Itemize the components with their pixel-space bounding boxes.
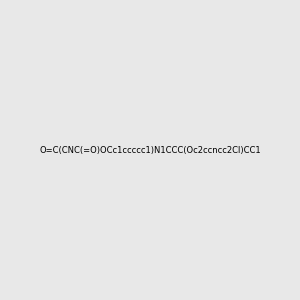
Text: O=C(CNC(=O)OCc1ccccc1)N1CCC(Oc2ccncc2Cl)CC1: O=C(CNC(=O)OCc1ccccc1)N1CCC(Oc2ccncc2Cl)… <box>39 146 261 154</box>
